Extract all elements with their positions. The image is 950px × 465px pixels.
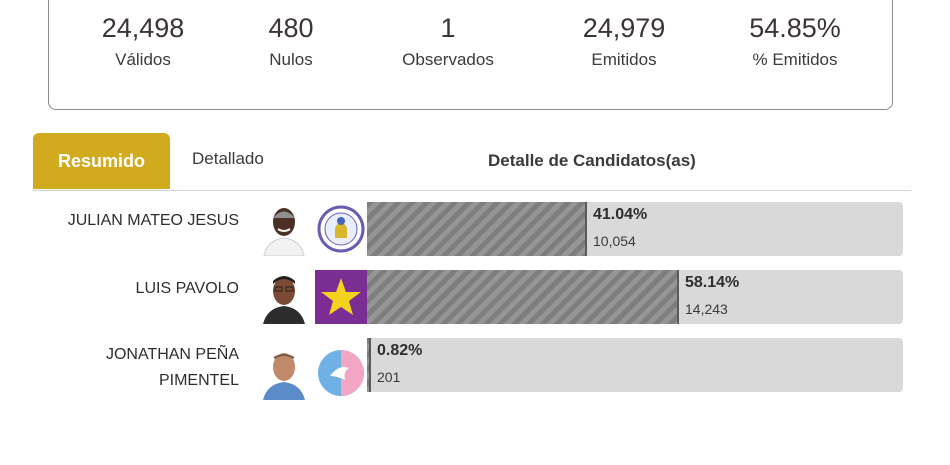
stat-value: 24,498: [101, 13, 185, 43]
summary-panel: 24,498 Válidos 480 Nulos 1 Observados 24…: [48, 0, 893, 110]
stat-label: Observados: [402, 50, 494, 69]
vote-percent: 58.14%: [685, 274, 740, 291]
candidate-row: JULIAN MATEO JESUS 41.04% 10,054: [0, 202, 950, 262]
vote-bar-fill: [367, 202, 587, 256]
stat-value: 54.85%: [749, 13, 841, 43]
vote-bar-track: 0.82% 201: [367, 338, 903, 392]
candidate-row: LUIS PAVOLO 58.14% 14,243: [0, 270, 950, 330]
stat-emitidos: 24,979 Emitidos: [544, 10, 704, 74]
tab-resumido[interactable]: Resumido: [33, 133, 170, 189]
section-title: Detalle de Candidatos(as): [488, 151, 696, 170]
stat-label: % Emitidos: [752, 50, 838, 69]
vote-count: 10,054: [593, 233, 636, 249]
vote-bar-track: 58.14% 14,243: [367, 270, 903, 324]
candidate-name: JULIAN MATEO JESUS: [68, 208, 239, 234]
stat-value: 1: [440, 13, 456, 43]
pld-seal-icon: [315, 202, 367, 256]
stat-label: Emitidos: [591, 50, 657, 69]
dove-icon: [315, 346, 367, 400]
stat-validos: 24,498 Válidos: [63, 10, 223, 74]
vote-percent: 0.82%: [377, 342, 423, 359]
candidate-name-line1: LUIS PAVOLO: [135, 280, 239, 297]
vote-count: 201: [377, 369, 401, 385]
candidate-photo: [259, 202, 309, 256]
stat-pct-emitidos: 54.85% % Emitidos: [715, 10, 875, 74]
stat-label: Válidos: [115, 50, 171, 69]
stat-observados: 1 Observados: [368, 10, 528, 74]
vote-count: 14,243: [685, 301, 728, 317]
vote-bar-fill: [367, 338, 371, 392]
view-tabs: Resumido Detallado Detalle de Candidatos…: [33, 133, 911, 191]
tab-detallado[interactable]: Detallado: [192, 149, 264, 168]
candidate-name-line2: PIMENTEL: [158, 372, 239, 389]
stat-nulos: 480 Nulos: [211, 10, 371, 74]
stat-value: 24,979: [582, 13, 666, 43]
stat-value: 480: [268, 13, 314, 43]
candidate-name: JONATHAN PEÑA PIMENTEL: [106, 342, 239, 394]
stat-label: Nulos: [269, 50, 313, 69]
candidate-row: JONATHAN PEÑA PIMENTEL 0.82% 201: [0, 338, 950, 400]
candidate-name: LUIS PAVOLO: [136, 276, 239, 302]
candidate-name-line1: JONATHAN PEÑA: [105, 346, 239, 363]
candidate-name-line1: JULIAN MATEO JESUS: [67, 212, 239, 229]
candidate-photo: [259, 270, 309, 324]
star-icon: [315, 270, 367, 324]
vote-percent: 41.04%: [593, 206, 648, 223]
vote-bar-fill: [367, 270, 679, 324]
candidate-photo: [259, 346, 309, 400]
vote-bar-track: 41.04% 10,054: [367, 202, 903, 256]
